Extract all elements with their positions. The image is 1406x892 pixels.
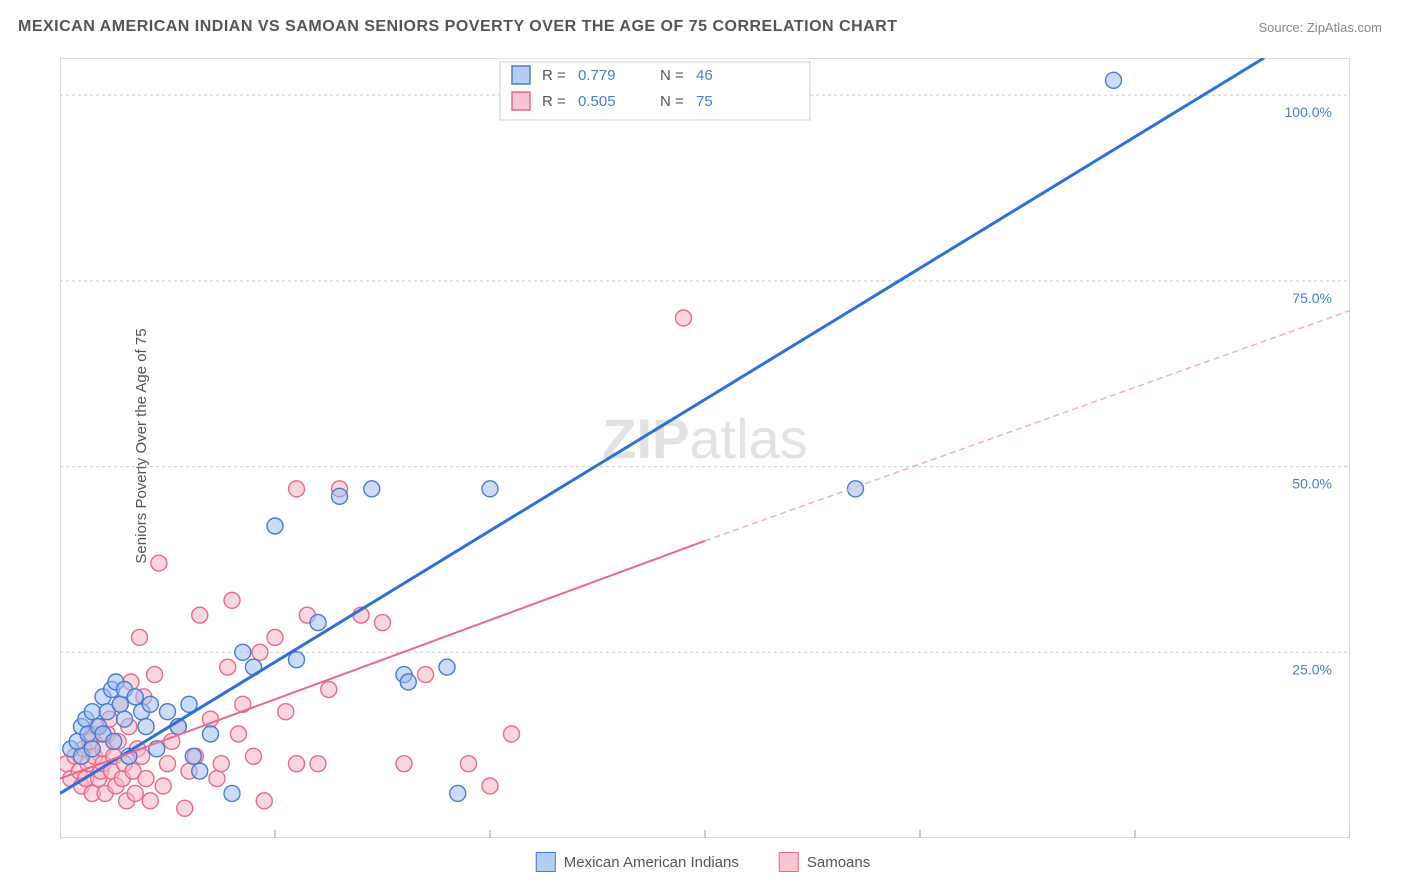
scatter-point [209,771,225,787]
scatter-point [332,488,348,504]
scatter-samoans [60,310,691,816]
legend-n-value: 46 [696,67,713,84]
y-tick-label: 100.0% [1285,104,1332,120]
scatter-point [246,748,262,764]
scatter-point [127,689,143,705]
scatter-point [482,481,498,497]
scatter-point [439,659,455,675]
scatter-point [289,756,305,772]
trend-line-pink [60,541,705,779]
scatter-point [310,615,326,631]
trend-line-blue [60,58,1264,793]
legend-r-value: 0.779 [578,67,616,84]
scatter-point [155,778,171,794]
legend-r-label: R = [542,67,566,84]
scatter-point [400,674,416,690]
legend-swatch-pink-icon [779,852,799,872]
y-tick-label: 25.0% [1292,661,1332,677]
scatter-point [504,726,520,742]
y-tick-label: 75.0% [1292,290,1332,306]
horizontal-gridlines [60,95,1350,652]
scatter-point [213,756,229,772]
scatter-point [267,629,283,645]
scatter-point [224,785,240,801]
scatter-point [117,711,133,727]
scatter-point [192,607,208,623]
scatter-point [396,756,412,772]
scatter-point [278,704,294,720]
source-credit: Source: ZipAtlas.com [1258,20,1382,35]
legend-item-blue: Mexican American Indians [536,852,739,872]
scatter-point [151,555,167,571]
chart-svg: ZIPatlas 25.0%50.0%75.0%100.0% 0.0%60.0%… [60,58,1350,838]
legend-n-value: 75 [696,93,713,110]
scatter-point [256,793,272,809]
legend-r-label: R = [542,93,566,110]
scatter-point [375,615,391,631]
scatter-point [203,726,219,742]
scatter-point [267,518,283,534]
legend-label-pink: Samoans [807,854,870,871]
plot-area: ZIPatlas 25.0%50.0%75.0%100.0% 0.0%60.0%… [60,58,1350,838]
scatter-point [224,592,240,608]
y-tick-label: 50.0% [1292,476,1332,492]
scatter-point [106,733,122,749]
legend-top: R = 0.779 N = 46 R = 0.505 N = 75 [500,62,810,120]
scatter-point [482,778,498,794]
scatter-point [138,771,154,787]
legend-n-label: N = [660,93,684,110]
scatter-point [235,644,251,660]
scatter-point [177,800,193,816]
scatter-point [450,785,466,801]
scatter-point [84,704,100,720]
scatter-point [461,756,477,772]
watermark: ZIPatlas [602,407,807,470]
scatter-point [192,763,208,779]
scatter-point [160,756,176,772]
legend-swatch-pink-icon [512,92,530,110]
legend-bottom: Mexican American Indians Samoans [536,852,870,872]
scatter-point [142,793,158,809]
legend-swatch-blue-icon [512,66,530,84]
scatter-point [185,748,201,764]
legend-item-pink: Samoans [779,852,870,872]
scatter-point [138,719,154,735]
scatter-point [160,704,176,720]
scatter-point [289,481,305,497]
scatter-point [1106,72,1122,88]
chart-container: MEXICAN AMERICAN INDIAN VS SAMOAN SENIOR… [0,0,1406,892]
scatter-point [112,696,128,712]
scatter-point [127,785,143,801]
x-axis-ticks [60,830,1350,838]
scatter-mexican-american-indians [63,72,1122,801]
legend-r-value: 0.505 [578,93,616,110]
scatter-point [364,481,380,497]
scatter-point [142,696,158,712]
scatter-point [84,741,100,757]
scatter-point [132,629,148,645]
scatter-point [418,667,434,683]
legend-n-label: N = [660,67,684,84]
legend-swatch-blue-icon [536,852,556,872]
scatter-point [321,681,337,697]
scatter-point [252,644,268,660]
scatter-point [147,667,163,683]
legend-label-blue: Mexican American Indians [564,854,739,871]
scatter-point [310,756,326,772]
scatter-point [220,659,236,675]
chart-title: MEXICAN AMERICAN INDIAN VS SAMOAN SENIOR… [18,18,898,36]
scatter-point [230,726,246,742]
scatter-point [676,310,692,326]
y-tick-labels: 25.0% 50.0% 75.0% 100.0% [1285,104,1332,677]
